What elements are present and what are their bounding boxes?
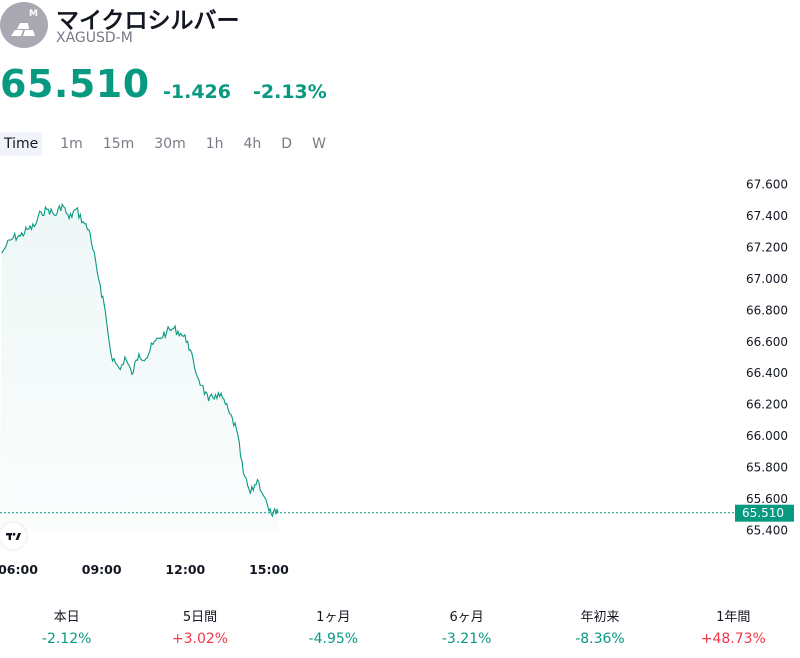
perf-value: +3.02% — [171, 631, 229, 647]
symbol-header: M マイクロシルバー XAGUSD-M — [0, 0, 800, 52]
x-axis-tick: 09:00 — [82, 562, 122, 577]
perf-value: -8.36% — [575, 631, 625, 647]
silver-bars-icon — [11, 23, 35, 36]
price-chart[interactable]: 65.510 67.600 67.400 67.200 67.000 66.800 66.6… — [0, 170, 800, 590]
perf-1y[interactable]: 1年間 +48.73% — [667, 608, 800, 652]
interval-1h[interactable]: 1h — [205, 136, 224, 152]
performance-row: 本日 -2.12% 5日間 +3.02% 1ヶ月 -4.95% 6ヶ月 -3.2… — [0, 608, 800, 652]
perf-1m[interactable]: 1ヶ月 -4.95% — [267, 608, 400, 652]
perf-label: 本日 — [53, 610, 80, 625]
price-area — [0, 204, 279, 530]
y-axis-tick: 66.600 — [746, 335, 788, 349]
x-axis-tick: 06:00 — [0, 562, 38, 577]
symbol-logo: M — [0, 2, 48, 48]
x-axis-tick: 12:00 — [165, 562, 205, 577]
quote-row: 65.510 -1.426 -2.13% — [0, 62, 800, 110]
y-axis-tick: 66.200 — [746, 398, 788, 412]
y-axis-tick: 67.400 — [746, 209, 788, 223]
symbol-title: マイクロシルバー — [56, 8, 240, 34]
y-axis-tick: 65.400 — [746, 524, 788, 538]
tradingview-logo[interactable] — [0, 523, 26, 549]
price-line — [1, 202, 279, 518]
logo-letter: M — [29, 9, 38, 19]
price-change-percent: -2.13% — [253, 81, 327, 103]
current-price-label-bg — [735, 504, 794, 522]
interval-tabs: Time 1m 15m 30m 1h 4h D W — [0, 132, 346, 156]
price-change: -1.426 — [163, 81, 231, 103]
y-axis-tick: 67.600 — [746, 178, 788, 192]
y-axis-tick: 65.800 — [746, 461, 788, 475]
perf-label: 5日間 — [182, 610, 218, 625]
perf-label: 1年間 — [716, 610, 751, 625]
current-price-label: 65.510 — [742, 506, 784, 520]
interval-15m[interactable]: 15m — [102, 136, 135, 152]
tradingview-icon — [6, 532, 21, 540]
x-axis-tick: 15:00 — [249, 562, 289, 577]
interval-w[interactable]: W — [312, 136, 326, 152]
perf-6m[interactable]: 6ヶ月 -3.21% — [400, 608, 533, 652]
interval-d[interactable]: D — [281, 136, 293, 152]
perf-value: -3.21% — [441, 631, 492, 647]
perf-today[interactable]: 本日 -2.12% — [0, 608, 133, 652]
last-price: 65.510 — [0, 62, 150, 106]
interval-30m[interactable]: 30m — [154, 136, 186, 152]
perf-ytd[interactable]: 年初来 -8.36% — [533, 608, 666, 652]
y-axis-tick: 66.000 — [746, 429, 788, 443]
interval-1m[interactable]: 1m — [60, 136, 83, 152]
perf-label: 1ヶ月 — [316, 610, 351, 625]
perf-value: +48.73% — [700, 631, 766, 647]
price-chart-svg[interactable]: 65.510 67.600 67.400 67.200 67.000 66.800 66.6… — [0, 170, 800, 590]
perf-label: 6ヶ月 — [449, 610, 484, 625]
y-axis-tick: 66.400 — [746, 366, 788, 380]
y-axis-tick: 67.000 — [746, 272, 788, 286]
y-axis-tick: 65.600 — [746, 492, 788, 506]
interval-4h[interactable]: 4h — [243, 136, 262, 152]
y-axis-tick: 67.200 — [746, 240, 788, 254]
perf-label: 年初来 — [580, 610, 620, 625]
symbol-ticker: XAGUSD-M — [56, 30, 133, 46]
y-axis-tick: 66.800 — [746, 303, 788, 317]
interval-time[interactable]: Time — [0, 132, 43, 156]
perf-value: -4.95% — [308, 631, 359, 647]
perf-5d[interactable]: 5日間 +3.02% — [133, 608, 266, 652]
perf-value: -2.12% — [41, 631, 92, 647]
